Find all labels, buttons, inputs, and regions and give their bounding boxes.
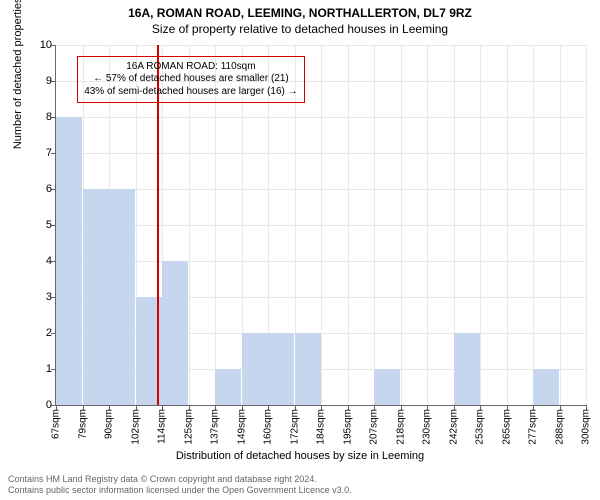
- y-tick-label: 9: [46, 75, 56, 87]
- x-tick-label: 218sqm: [395, 405, 406, 445]
- gridline-vertical: [348, 45, 349, 405]
- histogram-bar: [374, 369, 400, 405]
- x-tick-label: 184sqm: [316, 405, 327, 445]
- y-tick-label: 5: [46, 219, 56, 231]
- annotation-line1: 16A ROMAN ROAD: 110sqm: [84, 61, 297, 74]
- histogram-bar: [215, 369, 241, 405]
- annotation-box: 16A ROMAN ROAD: 110sqm← 57% of detached …: [77, 56, 304, 104]
- page-subtitle: Size of property relative to detached ho…: [0, 20, 600, 36]
- page-title-address: 16A, ROMAN ROAD, LEEMING, NORTHALLERTON,…: [0, 0, 600, 20]
- histogram-bar: [56, 117, 82, 405]
- histogram-bar: [533, 369, 559, 405]
- histogram-bar: [162, 261, 188, 405]
- annotation-line2: ← 57% of detached houses are smaller (21…: [84, 73, 297, 86]
- gridline-vertical: [507, 45, 508, 405]
- x-tick-label: 114sqm: [157, 405, 168, 444]
- histogram-bar: [295, 333, 321, 405]
- y-tick-label: 1: [46, 363, 56, 375]
- y-axis-label: Number of detached properties: [12, 0, 24, 149]
- y-tick-label: 7: [46, 147, 56, 159]
- x-tick-label: 172sqm: [289, 405, 300, 445]
- y-tick-label: 10: [40, 39, 56, 51]
- y-tick-label: 3: [46, 291, 56, 303]
- histogram-bar: [109, 189, 135, 405]
- footer-attribution: Contains HM Land Registry data © Crown c…: [8, 474, 352, 496]
- x-tick-label: 288sqm: [554, 405, 565, 445]
- gridline-vertical: [427, 45, 428, 405]
- y-tick-label: 8: [46, 111, 56, 123]
- gridline-vertical: [480, 45, 481, 405]
- x-tick-label: 242sqm: [448, 405, 459, 445]
- x-tick-label: 102sqm: [130, 405, 141, 445]
- x-tick-label: 137sqm: [210, 405, 221, 445]
- x-tick-label: 67sqm: [51, 405, 62, 439]
- x-tick-label: 265sqm: [501, 405, 512, 445]
- x-tick-label: 253sqm: [475, 405, 486, 445]
- gridline-vertical: [374, 45, 375, 405]
- x-tick-label: 277sqm: [528, 405, 539, 445]
- x-tick-label: 160sqm: [263, 405, 274, 445]
- histogram-chart: 01234567891067sqm79sqm90sqm102sqm114sqm1…: [55, 45, 586, 406]
- footer-line1: Contains HM Land Registry data © Crown c…: [8, 474, 352, 485]
- histogram-bar: [454, 333, 480, 405]
- x-tick-label: 125sqm: [183, 405, 194, 445]
- y-tick-label: 2: [46, 327, 56, 339]
- histogram-bar: [83, 189, 109, 405]
- x-tick-label: 79sqm: [77, 405, 88, 439]
- x-tick-label: 149sqm: [236, 405, 247, 445]
- x-tick-label: 300sqm: [581, 405, 592, 445]
- annotation-line3: 43% of semi-detached houses are larger (…: [84, 86, 297, 99]
- x-tick-label: 230sqm: [422, 405, 433, 445]
- footer-line2: Contains public sector information licen…: [8, 485, 352, 496]
- gridline-vertical: [560, 45, 561, 405]
- x-tick-label: 207sqm: [369, 405, 380, 445]
- histogram-bar: [242, 333, 268, 405]
- gridline-vertical: [533, 45, 534, 405]
- gridline-vertical: [586, 45, 587, 405]
- gridline-vertical: [401, 45, 402, 405]
- y-tick-label: 4: [46, 255, 56, 267]
- x-axis-label: Distribution of detached houses by size …: [0, 450, 600, 462]
- histogram-bar: [268, 333, 294, 405]
- gridline-vertical: [321, 45, 322, 405]
- y-tick-label: 6: [46, 183, 56, 195]
- x-tick-label: 195sqm: [342, 405, 353, 445]
- x-tick-label: 90sqm: [104, 405, 115, 439]
